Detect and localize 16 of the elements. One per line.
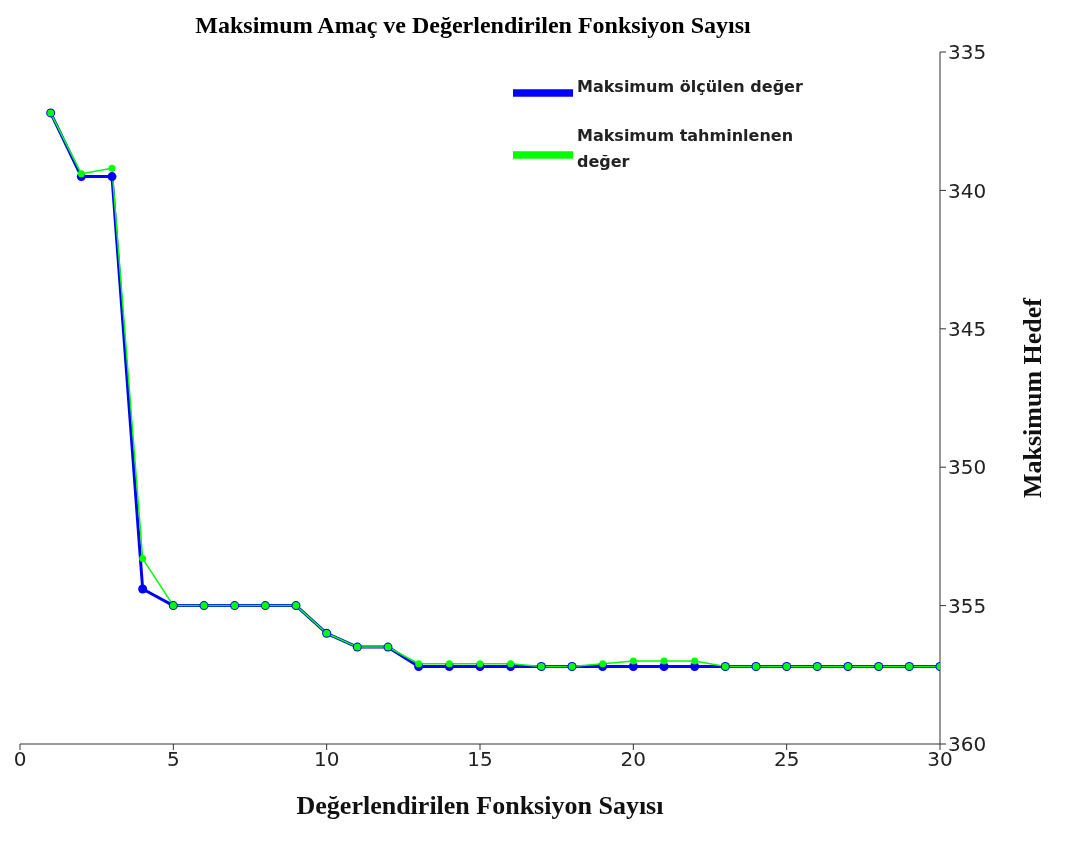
x-tick-label: 5: [166, 747, 180, 772]
chart-title: Maksimum Amaç ve Değerlendirilen Fonksiyon Sayısı: [194, 12, 752, 39]
legend-label: Maksimum ölçülen değer: [577, 76, 803, 98]
x-axis-title: Değerlendirilen Fonksiyon Sayısı: [296, 791, 664, 820]
y-tick-label: 340: [948, 178, 987, 203]
x-tick-label: 10: [313, 747, 340, 772]
y-tick-label: 345: [948, 316, 987, 341]
y-axis-title: Maksimum Hedef: [1018, 297, 1048, 499]
y-tick-label: 350: [948, 455, 987, 480]
x-tick-label: 25: [773, 747, 800, 772]
legend-label: Maksimum tahminlenen değer: [577, 125, 795, 173]
y-tick-label: 355: [948, 593, 987, 618]
x-tick-label: 20: [620, 747, 647, 772]
x-tick-label: 15: [467, 747, 493, 772]
x-tick-label: 0: [13, 747, 27, 772]
y-tick-label: 335: [948, 40, 987, 65]
